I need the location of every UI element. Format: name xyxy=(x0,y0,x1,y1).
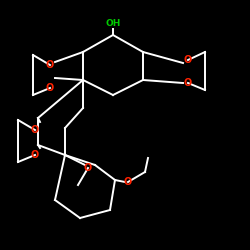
Text: O: O xyxy=(46,60,54,70)
Text: O: O xyxy=(184,78,192,88)
Text: O: O xyxy=(124,177,132,187)
Text: O: O xyxy=(84,163,92,173)
Text: O: O xyxy=(31,125,39,135)
Text: O: O xyxy=(184,55,192,65)
Text: O: O xyxy=(31,150,39,160)
Text: O: O xyxy=(46,83,54,93)
Text: OH: OH xyxy=(105,18,121,28)
